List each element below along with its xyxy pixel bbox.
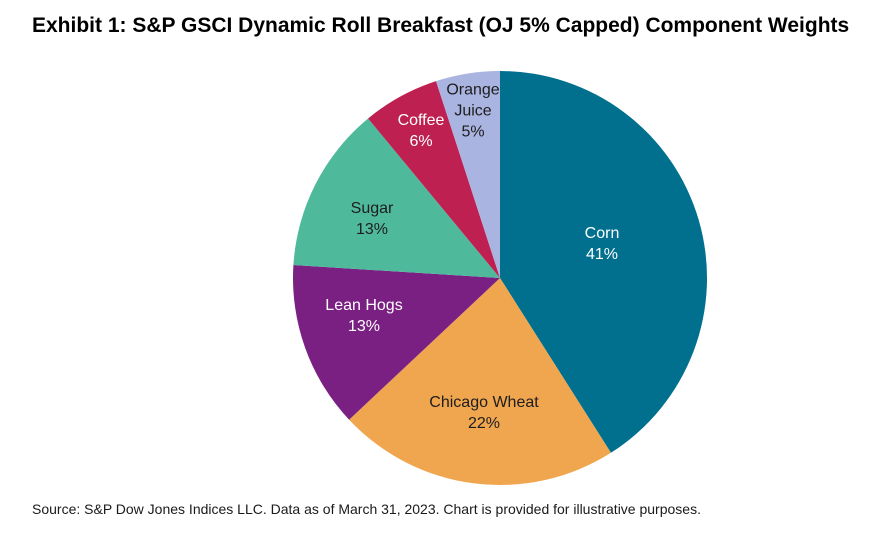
pie-slice-lean-hogs	[293, 265, 500, 420]
source-note: Source: S&P Dow Jones Indices LLC. Data …	[32, 501, 701, 517]
pie-slice-coffee	[368, 81, 500, 278]
pie-slice-corn	[500, 71, 708, 453]
chart-title: Exhibit 1: S&P GSCI Dynamic Roll Breakfa…	[32, 14, 850, 37]
pie-label-lean-hogs: Lean Hogs 13%	[325, 297, 402, 335]
pie-label-chicago-wheat: Chicago Wheat 22%	[429, 394, 539, 432]
pie-label-coffee: Coffee 6%	[398, 112, 445, 150]
pie-label-sugar: Sugar 13%	[351, 200, 394, 238]
pie-label-corn: Corn 41%	[585, 225, 620, 263]
pie-slice-sugar	[293, 118, 500, 278]
pie-label-orange-juice: Orange Juice 5%	[446, 82, 499, 141]
pie-slice-orange-juice	[436, 71, 500, 278]
pie-slice-chicago-wheat	[349, 278, 611, 486]
